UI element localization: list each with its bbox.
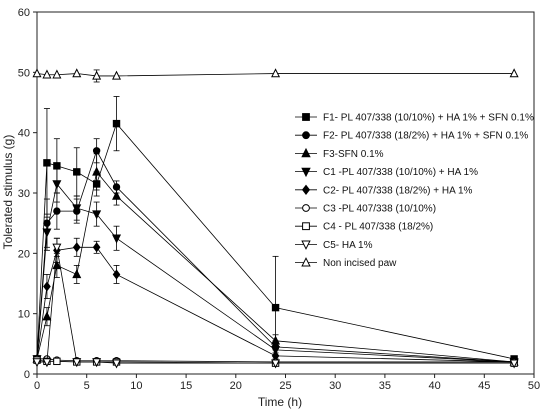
data-point	[271, 335, 281, 345]
data-point	[271, 359, 281, 369]
legend-marker	[302, 131, 310, 140]
legend-entry-2: F2- PL 407/338 (18/2%) + HA 1% + SFN 0.1…	[295, 131, 528, 142]
data-point	[32, 68, 42, 78]
data-point	[42, 358, 52, 368]
axes: 0 5 10 15 20 25 30 35 40 45 50 0 10 20 30 40 50 60	[18, 7, 540, 392]
data-point	[112, 234, 122, 244]
legend-label: Non incised paw	[323, 258, 397, 269]
x-tick-label: 15	[180, 380, 192, 392]
y-tick-label: 60	[18, 7, 30, 19]
x-tick-label: 50	[528, 380, 540, 392]
data-point	[42, 228, 52, 238]
legend-entry-1: F1- PL 407/338 (10/10%) + HA 1% + SFN 0.…	[295, 113, 534, 124]
data-point	[52, 243, 62, 253]
series-line	[37, 247, 515, 364]
data-point	[72, 358, 82, 368]
data-point	[509, 359, 519, 369]
data-point	[92, 210, 102, 220]
data-point	[92, 70, 102, 80]
series-line	[36, 183, 515, 363]
legend-label: C2- PL 407/338 (18/2%) + HA 1%	[323, 185, 473, 196]
legend-label: F1- PL 407/338 (10/10%) + HA 1% + SFN 0.…	[323, 113, 534, 124]
data-point	[32, 358, 42, 368]
x-tick-label: 5	[84, 380, 90, 392]
data-point	[92, 147, 101, 155]
x-tick-label: 0	[34, 380, 40, 392]
data-point	[52, 69, 62, 79]
data-point	[509, 68, 519, 78]
legend-label: F3-SFN 0.1%	[323, 149, 384, 160]
x-tick-label: 30	[329, 380, 341, 392]
data-point	[72, 68, 82, 78]
legend-marker	[302, 113, 310, 121]
plot-area	[32, 68, 519, 369]
y-axis-title: Tolerated stimulus (g)	[1, 135, 15, 250]
data-point	[92, 166, 102, 176]
x-axis-title: Time (h)	[258, 395, 302, 409]
data-point	[112, 190, 122, 200]
legend-marker	[301, 257, 311, 267]
data-point	[42, 311, 52, 321]
legend-marker	[301, 147, 311, 158]
series-8	[32, 237, 519, 369]
data-point	[92, 358, 102, 368]
data-point	[92, 242, 101, 253]
data-point	[73, 168, 81, 176]
x-tick-label: 20	[230, 380, 242, 392]
data-point	[72, 269, 82, 279]
legend-label: C5- HA 1%	[323, 240, 373, 251]
data-point	[112, 119, 121, 128]
legend-entry-5: C2- PL 407/338 (18/2%) + HA 1%	[295, 184, 473, 196]
data-point	[53, 357, 61, 366]
legend: F1- PL 407/338 (10/10%) + HA 1% + SFN 0.…	[295, 113, 534, 269]
data-point	[52, 180, 62, 190]
legend-entry-6: C3 -PL 407/338 (10/10%)	[295, 204, 436, 215]
data-point	[43, 159, 51, 167]
x-tick-label: 40	[428, 380, 440, 392]
data-point	[72, 204, 82, 214]
legend-entry-4: C1 -PL 407/338 (10/10%) + HA 1%	[295, 167, 478, 178]
data-point	[112, 359, 122, 369]
legend-marker	[302, 204, 310, 212]
y-tick-label: 50	[18, 67, 30, 79]
legend-entry-8: C5- HA 1%	[295, 240, 373, 251]
x-tick-label: 45	[478, 380, 490, 392]
legend-label: F2- PL 407/338 (18/2%) + HA 1% + SFN 0.1…	[323, 131, 528, 142]
legend-marker	[301, 167, 311, 178]
legend-entry-9: Non incised paw	[295, 257, 397, 269]
legend-label: C1 -PL 407/338 (10/10%) + HA 1%	[323, 167, 478, 178]
data-point	[72, 242, 81, 253]
data-point	[43, 281, 51, 292]
data-point	[271, 68, 281, 78]
y-tick-label: 20	[18, 248, 30, 260]
data-point	[112, 269, 121, 280]
legend-label: C4 - PL 407/338 (18/2%)	[323, 222, 433, 233]
series-3	[32, 153, 519, 366]
legend-entry-3: F3-SFN 0.1%	[295, 147, 384, 160]
legend-label: C3 -PL 407/338 (10/10%)	[323, 204, 436, 215]
data-point	[42, 69, 52, 79]
legend-marker	[302, 222, 310, 231]
legend-marker	[301, 184, 311, 196]
y-tick-label: 0	[24, 369, 30, 381]
data-point	[53, 207, 61, 215]
x-tick-label: 10	[130, 380, 142, 392]
x-tick-label: 35	[379, 380, 391, 392]
y-tick-label: 10	[18, 309, 30, 321]
legend-marker	[301, 240, 311, 250]
data-point	[271, 303, 280, 312]
series-9	[32, 68, 519, 83]
legend-entry-7: C4 - PL 407/338 (18/2%)	[295, 222, 433, 233]
y-tick-label: 30	[18, 188, 30, 200]
data-point	[112, 70, 122, 80]
y-tick-label: 40	[18, 128, 30, 140]
x-tick-label: 25	[279, 380, 291, 392]
series-line	[36, 246, 515, 363]
series-line	[36, 170, 515, 363]
